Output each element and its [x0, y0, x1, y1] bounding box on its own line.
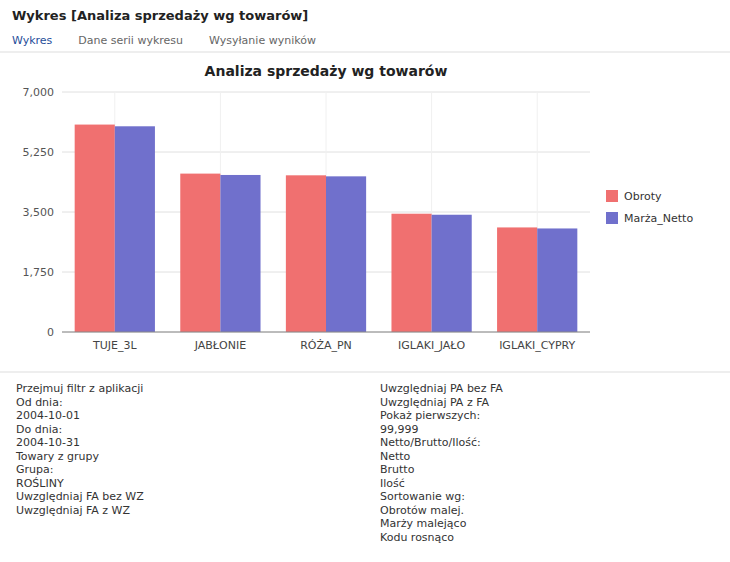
x-axis-line	[62, 332, 590, 333]
y-tick-label: 1,750	[23, 266, 55, 279]
separator	[0, 372, 730, 373]
annotation: Sortowanie wg:	[380, 490, 465, 503]
bar	[115, 126, 155, 332]
y-tick-label: 0	[47, 326, 54, 339]
annotation: Brutto	[380, 463, 415, 476]
annotation: Przejmuj filtr z aplikacji	[16, 382, 143, 395]
y-tick-label: 7,000	[23, 86, 55, 99]
bar	[286, 175, 326, 332]
legend-swatch	[606, 190, 618, 202]
legend-label: Marża_Netto	[624, 212, 693, 225]
bar	[432, 215, 472, 332]
annotation: Uwzględniaj PA z FA	[380, 396, 489, 409]
annotation: Dane serii wykresu	[78, 34, 183, 47]
x-tick-label: RÓŻA_PN	[300, 339, 352, 352]
bar	[537, 228, 577, 332]
annotation: Uwzględniaj FA z WZ	[16, 504, 130, 517]
separator	[0, 52, 730, 53]
annotation: Grupa:	[16, 463, 53, 476]
annotation: Kodu rosnąco	[380, 531, 454, 544]
annotation: Wysyłanie wyników	[209, 34, 316, 47]
grid-line	[62, 332, 590, 333]
annotation: Wykres [Analiza sprzedaży wg towarów]	[12, 8, 308, 23]
bar	[220, 175, 260, 332]
annotation: Ilość	[380, 477, 405, 490]
annotation: ROŚLINY	[16, 477, 64, 490]
bar	[75, 125, 115, 332]
bar	[391, 214, 431, 332]
legend-label: Obroty	[624, 190, 662, 203]
annotation: Towary z grupy	[15, 450, 100, 463]
annotation: Do dnia:	[16, 423, 62, 436]
bar	[497, 227, 537, 332]
x-tick-label: TUJE_3L	[92, 339, 137, 352]
annotation: 2004-10-01	[16, 409, 80, 422]
x-tick-label: IGLAKI_CYPRY	[499, 339, 575, 352]
annotation: Obrotów malej.	[380, 504, 464, 517]
legend-swatch	[606, 212, 618, 224]
annotation: Pokaż pierwszych:	[380, 409, 480, 422]
annotation: 2004-10-31	[16, 436, 80, 449]
annotation: Wykres	[12, 34, 53, 47]
y-tick-label: 5,250	[23, 146, 55, 159]
background	[0, 0, 730, 562]
annotation: Marży malejąco	[380, 517, 467, 530]
bar	[326, 176, 366, 332]
x-tick-label: JABŁONIE	[194, 339, 246, 352]
bar	[180, 174, 220, 332]
bars	[75, 125, 578, 332]
annotation: Uwzględniaj PA bez FA	[380, 382, 503, 395]
y-tick-label: 3,500	[23, 206, 55, 219]
chart-title: Analiza sprzedaży wg towarów	[205, 63, 448, 79]
x-tick-label: IGLAKI_JAŁO	[398, 339, 465, 352]
annotation: Od dnia:	[16, 396, 63, 409]
annotation: Netto/Brutto/Ilość:	[380, 436, 481, 449]
annotation: Uwzględniaj FA bez WZ	[16, 490, 144, 503]
chart-root: Wykres [Analiza sprzedaży wg towarów] Wyk…	[0, 0, 730, 562]
annotation: Netto	[380, 450, 411, 463]
annotation: 99,999	[380, 423, 419, 436]
